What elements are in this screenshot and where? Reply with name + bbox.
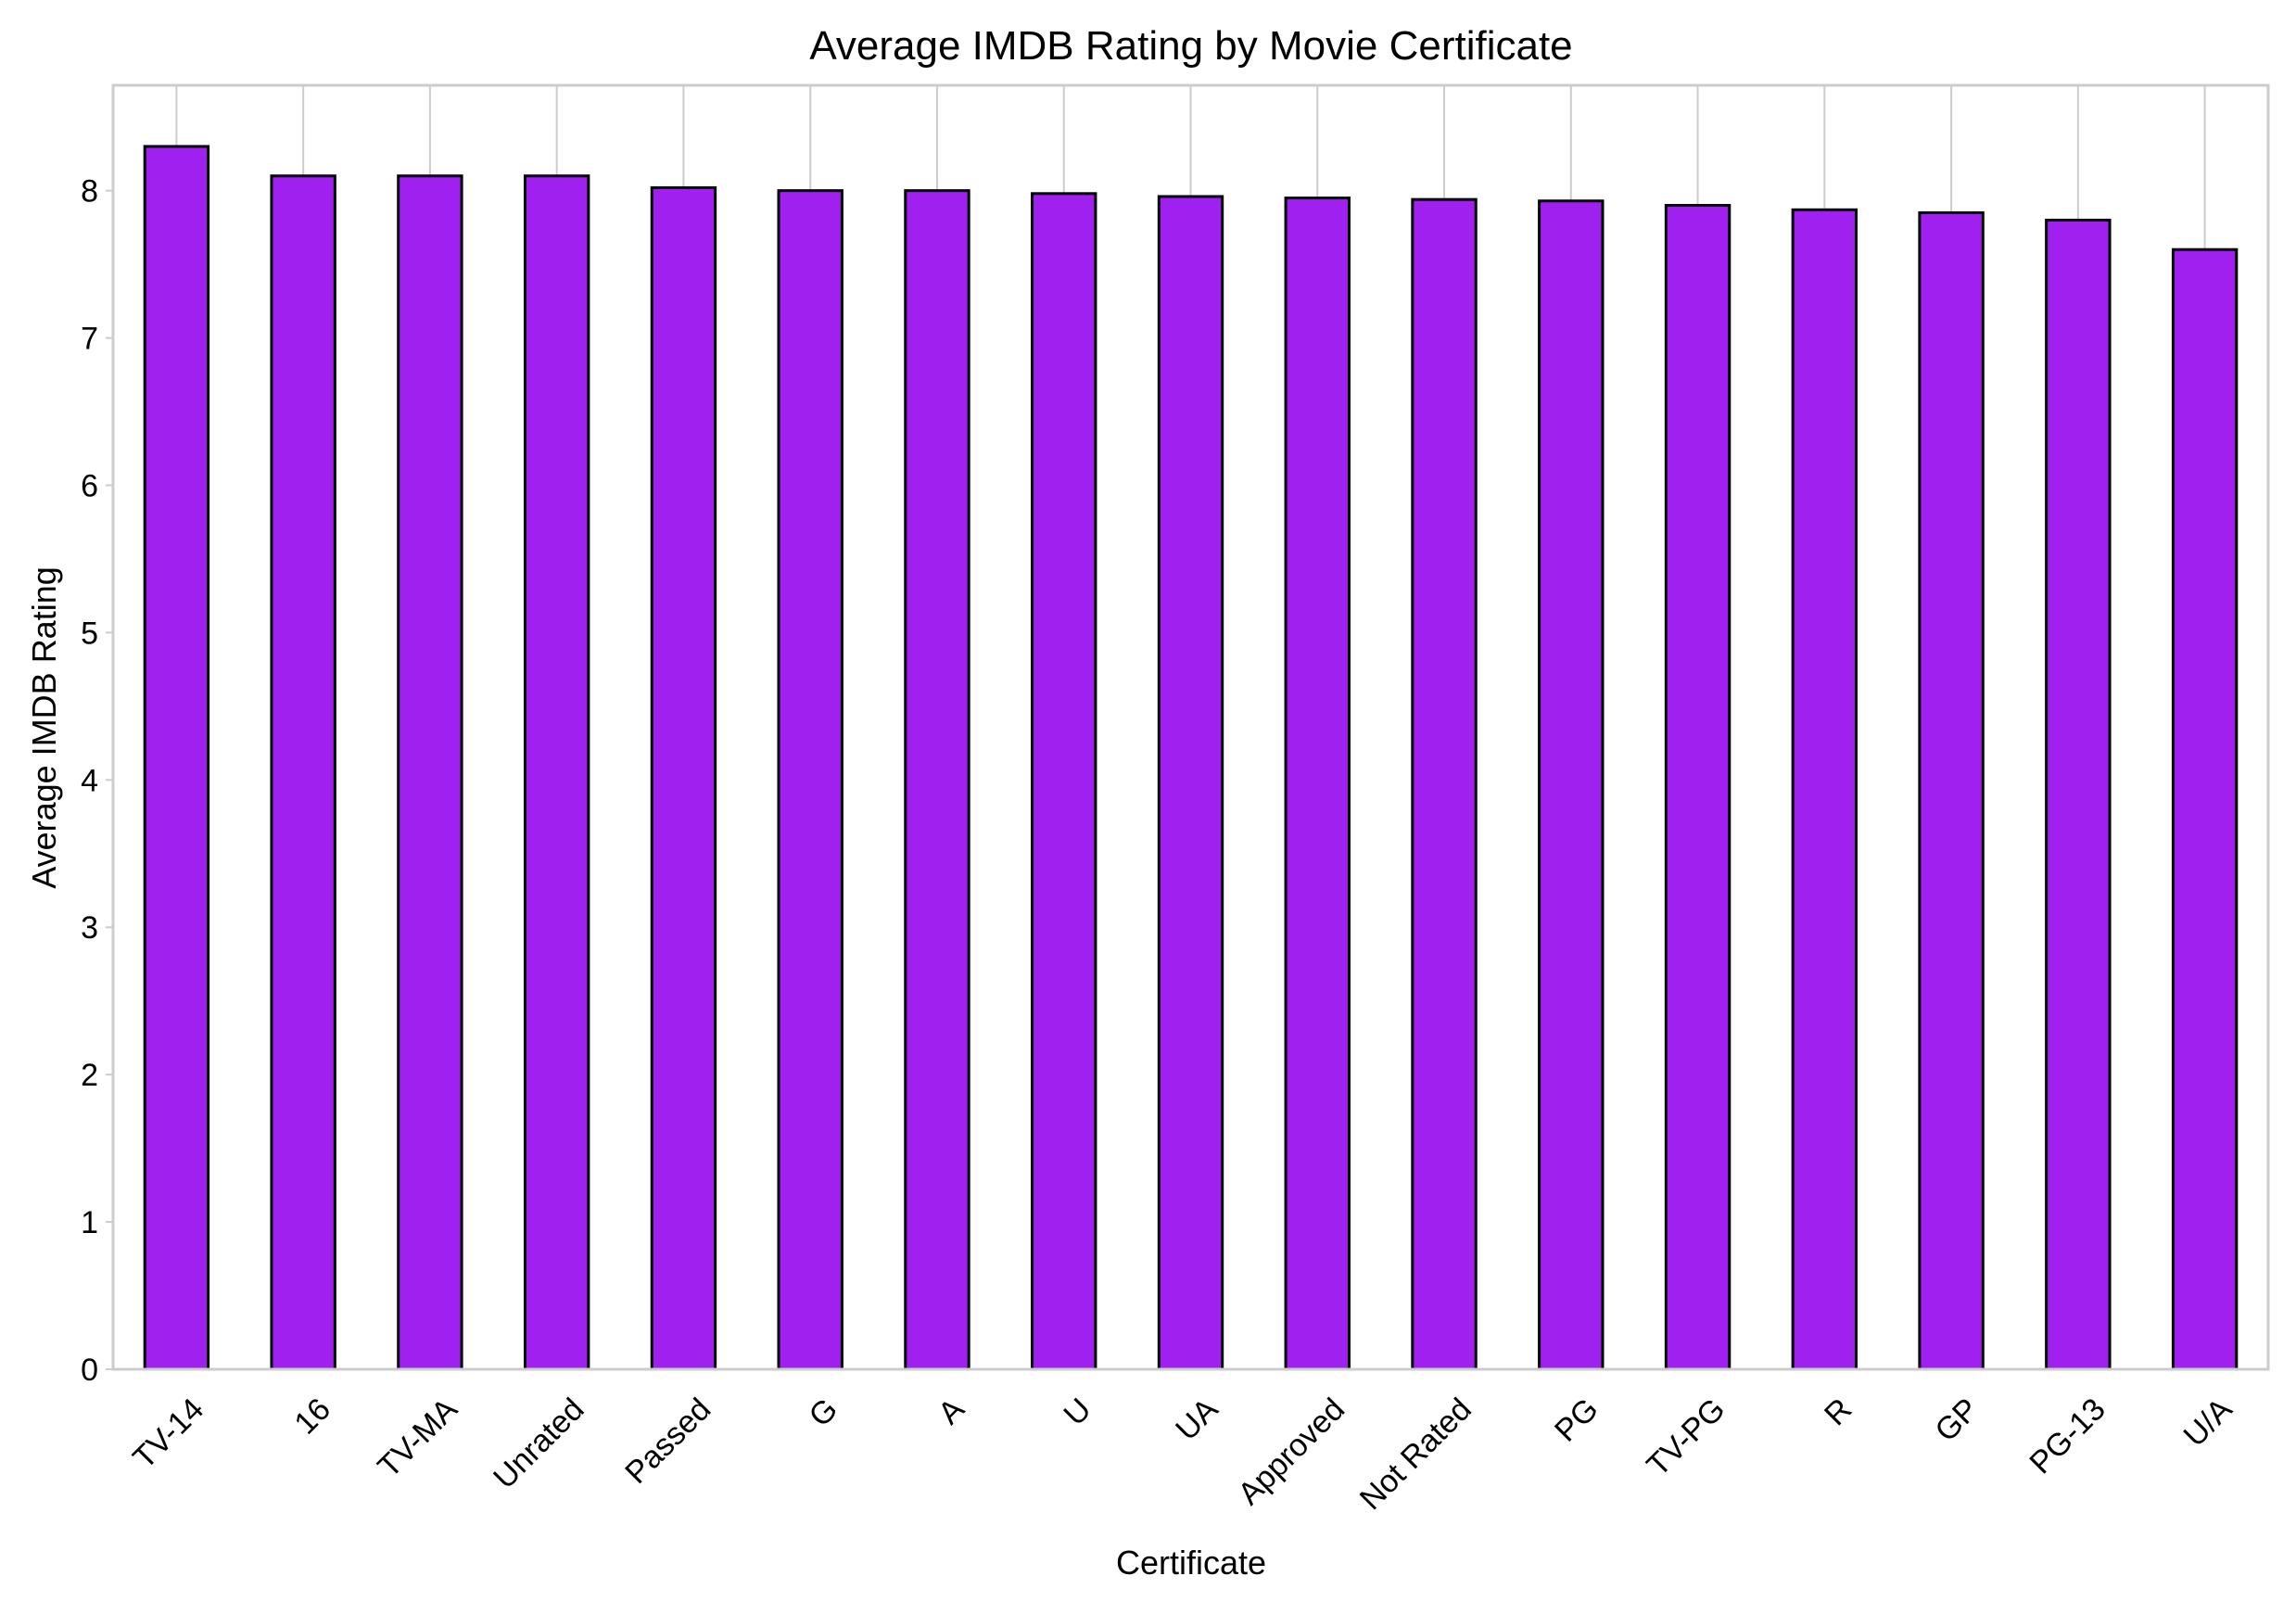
bars — [143, 145, 2239, 1371]
bar — [143, 145, 210, 1371]
y-tick-label: 3 — [81, 910, 98, 946]
bar — [397, 174, 463, 1371]
bar — [1031, 192, 1097, 1371]
bar — [1791, 208, 1858, 1371]
plot-frame — [111, 83, 2270, 1371]
y-tick-label: 7 — [81, 322, 98, 357]
y-tick-label: 2 — [81, 1058, 98, 1093]
y-tick-label: 5 — [81, 616, 98, 651]
bar — [1538, 199, 1605, 1371]
bar — [777, 189, 844, 1371]
bar — [270, 174, 336, 1371]
bar — [1284, 197, 1351, 1371]
y-tick-label: 8 — [81, 174, 98, 210]
bar — [2171, 248, 2239, 1371]
bar — [2045, 218, 2112, 1371]
y-tick-labels: 0 1 2 3 4 5 6 7 8 — [81, 174, 113, 1388]
bar — [1157, 195, 1224, 1371]
bar — [1411, 197, 1478, 1371]
x-axis-label: Certificate — [1116, 1544, 1266, 1582]
chart-title: Average IMDB Rating by Movie Certificate — [809, 23, 1572, 69]
y-tick-label: 0 — [81, 1353, 98, 1388]
bar — [523, 174, 590, 1371]
bar — [650, 185, 717, 1371]
bar — [904, 189, 970, 1371]
y-tick-label: 6 — [81, 468, 98, 503]
y-tick-label: 1 — [81, 1205, 98, 1240]
y-tick-label: 4 — [81, 763, 98, 798]
bar — [1664, 204, 1732, 1371]
bar — [1918, 210, 1985, 1371]
y-axis-label: Average IMDB Rating — [25, 566, 63, 889]
